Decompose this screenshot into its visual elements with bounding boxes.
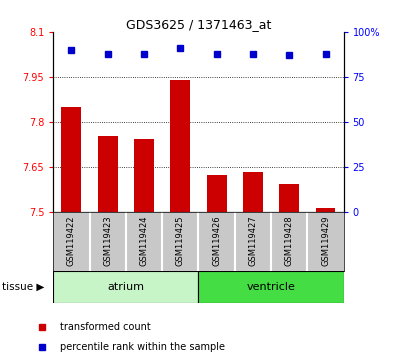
Bar	[134, 139, 154, 212]
Bar	[170, 80, 190, 212]
Text: ventricle: ventricle	[246, 282, 295, 292]
Bar	[207, 175, 227, 212]
Bar	[98, 136, 118, 212]
Text: percentile rank within the sample: percentile rank within the sample	[60, 342, 225, 352]
Bar	[62, 107, 81, 212]
Text: GSM119423: GSM119423	[103, 215, 112, 266]
Bar	[316, 208, 335, 212]
Text: transformed count: transformed count	[60, 322, 151, 332]
Bar	[53, 271, 199, 303]
Bar	[199, 271, 344, 303]
Text: GSM119427: GSM119427	[248, 215, 258, 266]
Bar	[279, 184, 299, 212]
Text: GSM119422: GSM119422	[67, 215, 76, 266]
Text: GSM119429: GSM119429	[321, 215, 330, 266]
Text: GSM119424: GSM119424	[139, 215, 149, 266]
Text: GSM119425: GSM119425	[176, 215, 185, 266]
Bar	[243, 172, 263, 212]
Text: tissue ▶: tissue ▶	[2, 282, 44, 292]
Text: atrium: atrium	[107, 282, 145, 292]
Text: GSM119426: GSM119426	[212, 215, 221, 266]
Title: GDS3625 / 1371463_at: GDS3625 / 1371463_at	[126, 18, 271, 31]
Text: GSM119428: GSM119428	[285, 215, 294, 266]
